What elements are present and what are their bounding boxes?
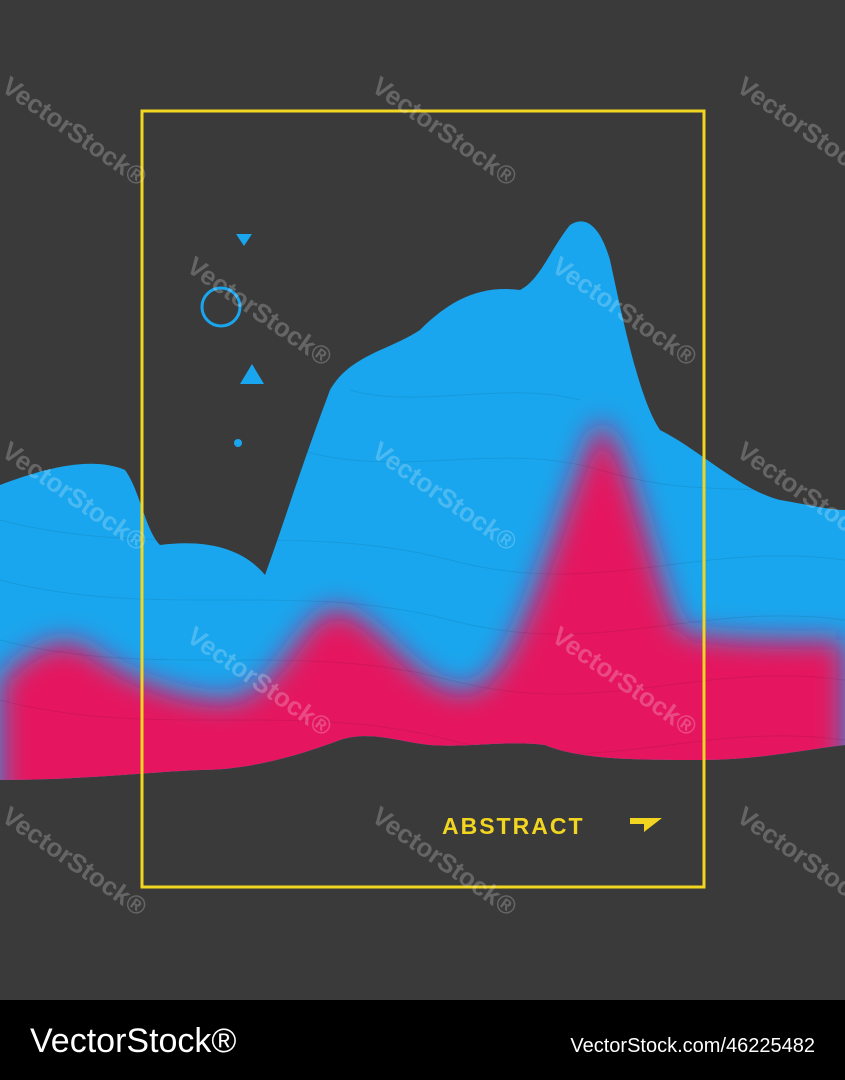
footer-brand: VectorStock® bbox=[30, 1022, 236, 1060]
triangle-up bbox=[240, 364, 264, 384]
pink-layer bbox=[0, 420, 845, 780]
poster-title: ABSTRACT bbox=[442, 813, 585, 839]
circle bbox=[200, 286, 242, 328]
dot bbox=[234, 439, 242, 447]
title-accent bbox=[630, 818, 662, 832]
triangle-down bbox=[236, 234, 252, 246]
shapes bbox=[200, 234, 264, 447]
footer-image-id: VectorStock.com/46225482 bbox=[570, 1035, 815, 1057]
frame bbox=[140, 109, 706, 889]
footer-bar bbox=[0, 1000, 845, 1080]
